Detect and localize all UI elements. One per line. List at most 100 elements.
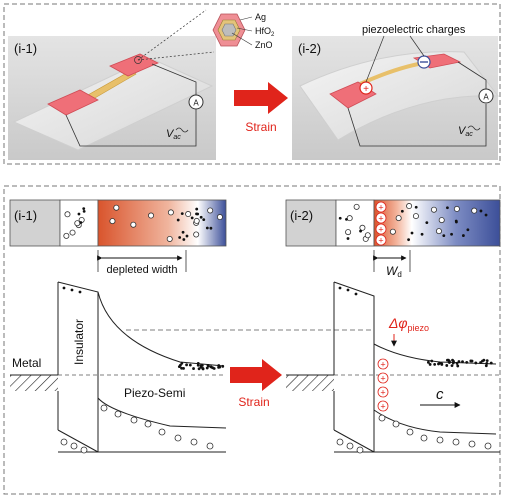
- electron-icon: [196, 212, 200, 216]
- ammeter-icon: [478, 88, 494, 104]
- hole-icon: [63, 232, 70, 239]
- top-left-voltage-label: Vac: [166, 128, 181, 141]
- electron-icon: [420, 232, 424, 236]
- top-panel-frame: [3, 3, 501, 165]
- hole-icon: [148, 212, 155, 219]
- hole-icon: [336, 438, 344, 446]
- hole-icon: [395, 215, 402, 222]
- hole-icon: [64, 211, 71, 218]
- bottom-right-panel-label: (i-2): [290, 208, 313, 223]
- plus-sign: +: [380, 401, 385, 411]
- left-electrode-pad: [47, 89, 99, 116]
- electron-icon: [489, 361, 493, 365]
- electron-icon: [82, 207, 86, 211]
- electron-icon: [188, 363, 192, 367]
- electron-icon: [461, 360, 464, 364]
- ac-source-icon: [175, 127, 189, 133]
- plus-sign: +: [380, 373, 385, 383]
- electron-icon: [190, 216, 194, 220]
- metal-label: Metal: [12, 356, 41, 370]
- hole-icon: [453, 205, 460, 212]
- electron-icon: [192, 367, 195, 370]
- hole-icon: [364, 232, 371, 239]
- electron-icon: [196, 362, 200, 365]
- hole-icon: [109, 218, 116, 225]
- bottom-strain-arrow: [230, 359, 282, 391]
- hole-icon: [158, 428, 166, 436]
- positive-charge-icon: [375, 212, 387, 224]
- electron-icon: [484, 364, 488, 368]
- hole-icon: [190, 438, 198, 446]
- wd-label: Wd: [386, 264, 402, 279]
- electron-icon: [180, 212, 184, 216]
- electron-icon: [62, 286, 66, 290]
- electron-icon: [425, 221, 429, 225]
- hole-icon: [193, 231, 200, 238]
- hole-icon: [435, 228, 442, 235]
- hole-icon: [113, 204, 120, 211]
- hole-icon: [412, 213, 419, 220]
- electron-icon: [346, 288, 350, 292]
- ammeter-icon: [188, 94, 204, 110]
- electron-icon: [450, 364, 454, 368]
- electron-icon: [485, 359, 489, 363]
- electron-icon: [479, 209, 483, 213]
- electron-icon: [457, 360, 461, 363]
- right-band-carriers: [336, 286, 493, 454]
- hole-icon: [471, 207, 478, 214]
- nanowire-cross-section-inset: [212, 13, 246, 47]
- electron-icon: [345, 217, 348, 221]
- electron-icon: [221, 364, 225, 368]
- positive-charge-icon: [377, 386, 389, 398]
- electron-icon: [206, 363, 210, 367]
- electron-icon: [82, 209, 86, 213]
- hole-icon: [378, 414, 386, 422]
- electron-icon: [197, 367, 201, 371]
- hole-icon: [206, 442, 214, 450]
- electron-icon: [346, 237, 350, 240]
- right-valence-band: [373, 409, 497, 435]
- piezo-semi-label: Piezo-Semi: [124, 386, 185, 400]
- hole-icon: [100, 404, 108, 412]
- electron-icon: [185, 234, 189, 238]
- electron-icon: [182, 238, 186, 241]
- electron-icon: [199, 364, 203, 368]
- electron-icon: [428, 363, 432, 366]
- electron-icon: [446, 206, 449, 210]
- top-strain-arrow: [234, 82, 288, 114]
- hole-icon: [174, 434, 182, 442]
- electron-icon: [484, 213, 488, 217]
- plus-sign: +: [380, 387, 385, 397]
- electron-icon: [450, 232, 453, 236]
- hole-icon: [60, 438, 68, 446]
- top-right-voltage-label: Vac: [458, 125, 473, 138]
- hole-icon: [144, 420, 152, 428]
- plus-sign: +: [378, 213, 383, 223]
- top-left-device-image: A: [8, 36, 216, 160]
- electron-icon: [451, 358, 454, 362]
- hole-icon: [353, 203, 360, 210]
- top-right-panel-label: (i-2): [298, 41, 321, 56]
- inset-label-zno: ZnO: [255, 40, 273, 50]
- hole-icon: [406, 428, 414, 436]
- hole-icon: [185, 211, 192, 218]
- electron-icon: [211, 366, 214, 370]
- hole-icon: [430, 206, 437, 213]
- plus-sign: +: [378, 235, 383, 245]
- current-c-label: c: [436, 386, 444, 403]
- hole-icon: [484, 442, 492, 450]
- electron-icon: [455, 361, 459, 365]
- electron-icon: [414, 205, 418, 209]
- top-left-panel-label: (i-1): [14, 41, 37, 56]
- hole-icon: [420, 434, 428, 442]
- left-band-diagram: [10, 281, 227, 453]
- electron-icon: [454, 220, 458, 224]
- right-bar-carriers: [338, 203, 488, 242]
- hole-icon: [193, 217, 200, 224]
- electron-icon: [201, 367, 205, 371]
- electron-icon: [354, 292, 358, 296]
- plus-sign: +: [380, 359, 385, 369]
- electron-icon: [195, 207, 199, 211]
- ammeter-symbol: A: [483, 93, 489, 102]
- electron-icon: [79, 221, 83, 224]
